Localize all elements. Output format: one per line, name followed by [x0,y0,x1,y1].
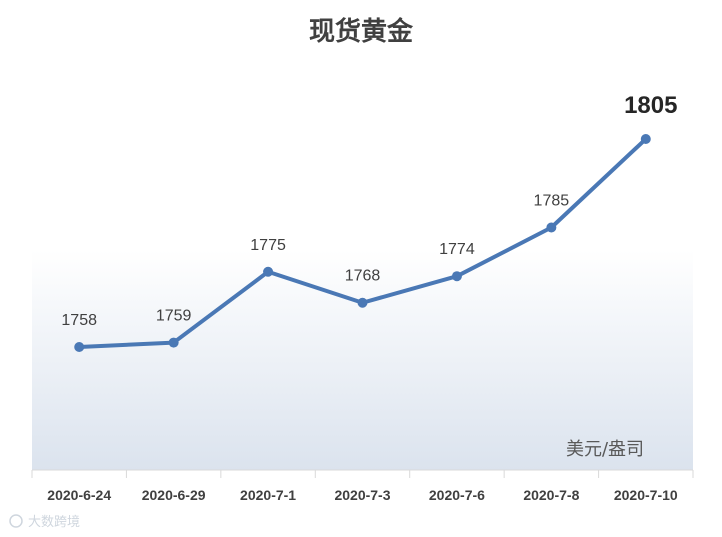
x-tick-layer: 2020-6-24 2020-6-29 2020-7-1 2020-7-3 2020-7… [31,470,694,503]
x-tick-label-0: 2020-6-24 [47,487,111,503]
data-label-6: 1805 [624,92,677,119]
data-label-3: 1768 [345,268,381,285]
unit-label: 美元/盎司 [566,439,644,460]
data-point-6 [640,134,651,144]
data-point-1 [168,337,179,348]
data-point-0 [74,342,85,352]
data-point-4 [451,271,462,282]
data-label-1: 1759 [156,308,192,325]
data-label-2: 1775 [250,237,286,254]
series-layer [74,134,651,352]
data-point-3 [357,297,368,308]
watermark: 大数跨境 [9,514,80,530]
data-label-0: 1758 [61,312,97,329]
plot-area-background [32,250,693,470]
x-tick-label-5: 2020-7-8 [523,487,579,503]
x-tick-label-3: 2020-7-3 [334,487,390,503]
watermark-text: 大数跨境 [28,515,80,530]
chart-title: 现货黄金 [309,16,414,47]
data-point-2 [263,266,274,277]
data-point-5 [546,222,557,233]
data-label-layer: 1758 1759 1775 1768 1774 1785 1805 [61,92,677,329]
x-tick-label-2: 2020-7-1 [240,487,296,503]
x-tick-label-4: 2020-7-6 [429,487,485,503]
watermark-logo-icon [9,514,23,528]
x-axis: 2020-6-24 2020-6-29 2020-7-1 2020-7-3 2020-7… [31,469,694,503]
x-tick-label-6: 2020-7-10 [614,487,678,503]
data-label-5: 1785 [534,193,570,210]
x-tick-label-1: 2020-6-29 [142,487,206,503]
data-label-4: 1774 [439,241,475,258]
